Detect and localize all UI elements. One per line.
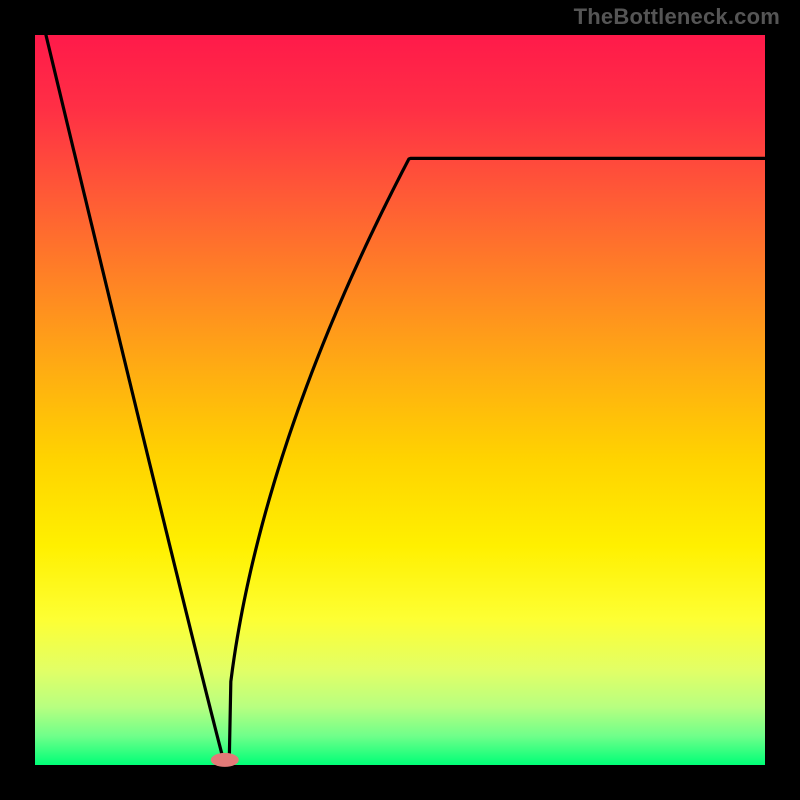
watermark-text: TheBottleneck.com <box>574 4 780 30</box>
optimal-point-marker <box>211 753 239 767</box>
plot-gradient-background <box>35 35 765 765</box>
chart-container: TheBottleneck.com <box>0 0 800 800</box>
bottleneck-chart <box>0 0 800 800</box>
